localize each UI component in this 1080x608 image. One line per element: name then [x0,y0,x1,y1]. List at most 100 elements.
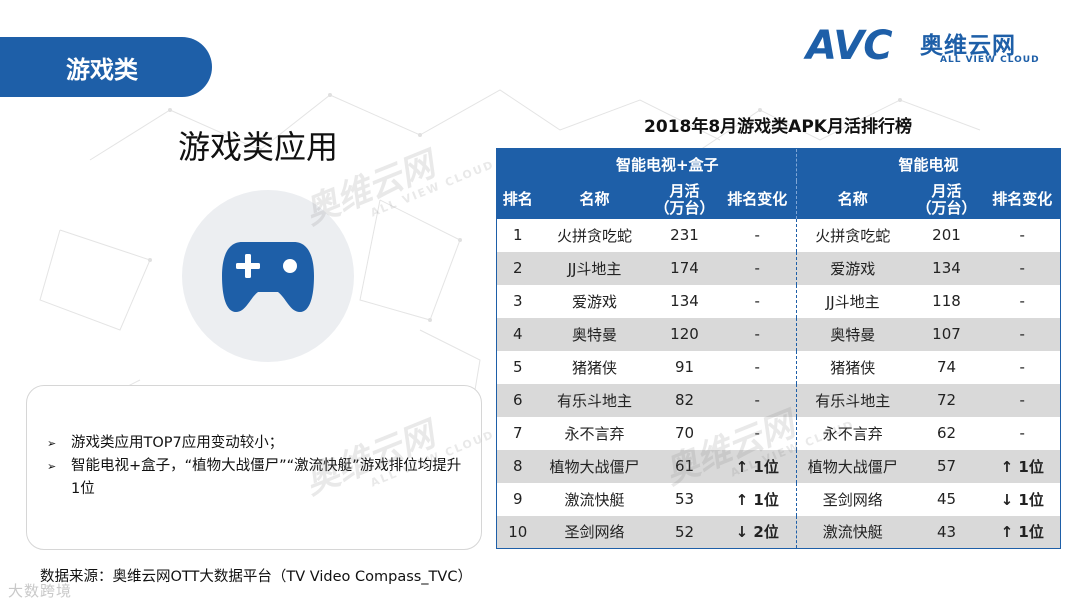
right-mau-cell: 45 [908,482,985,516]
group-right-header: 智能电视 [796,148,1061,181]
left-change-cell: - [718,317,797,351]
right-mau-cell: 57 [908,449,985,483]
col-name-header: 名称 [538,180,651,219]
right-mau-cell: 134 [908,251,985,285]
rank-cell: 1 [496,218,539,252]
left-change-cell: - [718,383,797,417]
icon-circle [182,190,354,362]
group-header-row: 智能电视+盒子 智能电视 [496,148,1061,181]
logo-name-en: ALL VIEW CLOUD [940,55,1040,65]
table-row: 7 永不言弃 70- 永不言弃 62- [496,416,1061,450]
bullet-arrow-icon: ➢ [47,460,57,473]
right-mau-cell: 72 [908,383,985,417]
note-text: 游戏类应用TOP7应用变动较小； [71,435,284,451]
right-name-cell: 圣剑网络 [796,482,909,516]
right-change-cell: - [984,317,1061,351]
rank-cell: 6 [496,383,539,417]
rank-cell: 2 [496,251,539,285]
notes-box: ➢ 游戏类应用TOP7应用变动较小； ➢ 智能电视+盒子，“植物大战僵尸”“激流… [26,385,482,550]
rank-cell: 3 [496,284,539,318]
right-name-cell: 永不言弃 [796,416,909,450]
table-row: 9 激流快艇 53 ↑ 1位 圣剑网络 45 ↓ 1位 [496,482,1061,516]
rank-cell: 7 [496,416,539,450]
left-change-cell: ↓ 2位 [718,515,797,549]
right-change-cell: - [984,416,1061,450]
left-name-cell: 圣剑网络 [538,515,651,549]
table-row: 8 植物大战僵尸 61 ↑ 1位 植物大战僵尸 57 ↑ 1位 [496,449,1061,483]
right-change-cell: - [984,350,1061,384]
left-name-cell: 有乐斗地主 [538,383,651,417]
footer-watermark: 大数跨境 [8,582,73,600]
rank-cell: 9 [496,482,539,516]
right-mau-cell: 43 [908,515,985,549]
data-source: 数据来源：奥维云网OTT大数据平台（TV Video Compass_TVC） [40,569,472,585]
app-category-title: 游戏类应用 [178,128,339,166]
right-change-cell: ↓ 1位 [984,482,1061,516]
table-row: 2 JJ斗地主 174- 爱游戏 134- [496,251,1061,285]
note-item: ➢ 智能电视+盒子，“植物大战僵尸”“激流快艇”游戏排位均提升1位 [47,455,467,501]
right-change-cell: - [984,284,1061,318]
right-mau-cell: 118 [908,284,985,318]
left-change-cell: - [718,416,797,450]
logo-name-cn: 奥维云网 [920,33,1016,59]
left-mau-cell: 70 [650,416,719,450]
right-change-cell: - [984,251,1061,285]
right-mau-cell: 201 [908,218,985,252]
left-change-cell: - [718,251,797,285]
right-name-cell: 有乐斗地主 [796,383,909,417]
right-change-cell: - [984,383,1061,417]
right-mau-cell: 74 [908,350,985,384]
left-name-cell: 奥特曼 [538,317,651,351]
col-mau-header: 月活 （万台） [650,180,719,219]
note-text: 智能电视+盒子，“植物大战僵尸”“激流快艇”游戏排位均提升1位 [71,458,462,497]
table-row: 4 奥特曼 120- 奥特曼 107- [496,317,1061,351]
right-name-cell: 火拼贪吃蛇 [796,218,909,252]
left-change-cell: - [718,350,797,384]
section-tab-label: 游戏类 [66,55,138,84]
col-change-header: 排名变化 [984,180,1061,219]
table-title: 2018年8月游戏类APK月活排行榜 [644,117,912,137]
right-name-cell: 爱游戏 [796,251,909,285]
column-header-row: 排名 名称 月活 （万台） 排名变化 名称 月活 （万台） 排名变化 [496,180,1061,219]
right-change-cell: ↑ 1位 [984,515,1061,549]
table-row: 3 爱游戏 134- JJ斗地主 118- [496,284,1061,318]
left-name-cell: 植物大战僵尸 [538,449,651,483]
col-rank-header: 排名 [496,180,539,219]
rank-cell: 4 [496,317,539,351]
table-row: 1 火拼贪吃蛇 231- 火拼贪吃蛇 201- [496,218,1061,252]
left-name-cell: 激流快艇 [538,482,651,516]
left-name-cell: 爱游戏 [538,284,651,318]
right-mau-cell: 62 [908,416,985,450]
left-name-cell: 猪猪侠 [538,350,651,384]
table-row: 10 圣剑网络 52 ↓ 2位 激流快艇 43 ↑ 1位 [496,515,1061,549]
rank-cell: 8 [496,449,539,483]
col-mau-header: 月活 （万台） [908,180,985,219]
left-mau-cell: 174 [650,251,719,285]
rank-cell: 10 [496,515,539,549]
col-name-header: 名称 [796,180,909,219]
right-mau-cell: 107 [908,317,985,351]
table-row: 6 有乐斗地主 82- 有乐斗地主 72- [496,383,1061,417]
left-name-cell: 火拼贪吃蛇 [538,218,651,252]
left-mau-cell: 91 [650,350,719,384]
brand-logo: AVC 奥维云网 ALL VIEW CLOUD [806,24,1056,68]
group-left-header: 智能电视+盒子 [538,148,797,181]
left-name-cell: JJ斗地主 [538,251,651,285]
right-name-cell: 激流快艇 [796,515,909,549]
logo-avc: AVC [806,23,893,69]
left-mau-cell: 52 [650,515,719,549]
left-change-cell: ↑ 1位 [718,449,797,483]
note-item: ➢ 游戏类应用TOP7应用变动较小； [47,432,467,455]
left-mau-cell: 120 [650,317,719,351]
ranking-table: 智能电视+盒子 智能电视 排名 名称 月活 （万台） 排名变化 名称 月活 （万… [496,148,1062,549]
right-change-cell: ↑ 1位 [984,449,1061,483]
section-tab: 游戏类 [0,37,212,97]
table-row: 5 猪猪侠 91- 猪猪侠 74- [496,350,1061,384]
left-mau-cell: 82 [650,383,719,417]
col-change-header: 排名变化 [718,180,797,219]
left-change-cell: - [718,218,797,252]
right-name-cell: 植物大战僵尸 [796,449,909,483]
right-change-cell: - [984,218,1061,252]
bullet-arrow-icon: ➢ [47,437,57,450]
left-mau-cell: 134 [650,284,719,318]
